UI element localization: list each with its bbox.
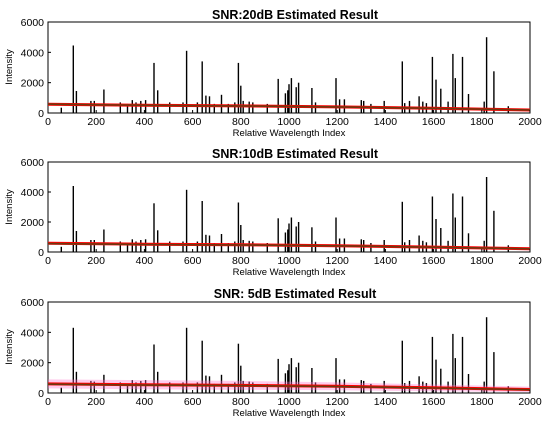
y-tick-label: 2000 (21, 358, 45, 370)
x-tick-label: 1200 (326, 396, 350, 408)
y-tick-label: 4000 (21, 327, 45, 339)
x-tick-label: 1000 (277, 116, 301, 128)
baseline-curve (47, 103, 531, 111)
chart-title: SNR:20dB Estimated Result (212, 8, 379, 22)
x-tick-label: 1400 (374, 116, 398, 128)
x-tick-label: 1600 (422, 396, 446, 408)
x-tick-label: 600 (184, 255, 202, 267)
x-tick-label: 200 (87, 255, 105, 267)
axis-ticks: 0 200 400 600 800 1000 1200 1400 1600 1800 2000 0 20… (21, 297, 542, 408)
y-tick-label: 2000 (21, 217, 45, 229)
x-tick-label: 0 (45, 396, 51, 408)
x-tick-label: 2000 (518, 116, 542, 128)
chart-title: SNR: 5dB Estimated Result (214, 287, 377, 301)
subplot-snr-10db: SNR:10dB Estimated Result 0 200 400 600 800 1… (4, 147, 542, 278)
x-tick-label: 800 (232, 396, 250, 408)
y-axis-label: Intensity (4, 189, 15, 225)
x-tick-label: 1800 (470, 396, 494, 408)
x-axis-label: Relative Wavelength Index (233, 128, 346, 139)
subplot-snr-20db: SNR:20dB Estimated Result 0 200 400 600 800 1… (4, 8, 542, 139)
x-axis-label: Relative Wavelength Index (233, 408, 346, 419)
chart-title: SNR:10dB Estimated Result (212, 147, 379, 161)
x-tick-label: 1000 (277, 255, 301, 267)
x-tick-label: 400 (136, 116, 154, 128)
x-tick-label: 1600 (422, 116, 446, 128)
y-tick-label: 0 (38, 247, 44, 259)
x-tick-label: 800 (232, 255, 250, 267)
y-tick-label: 0 (38, 108, 44, 120)
plot-marks (47, 177, 531, 252)
x-tick-label: 1200 (326, 255, 350, 267)
x-tick-label: 1200 (326, 116, 350, 128)
y-axis-label: Intensity (4, 329, 15, 365)
x-tick-label: 0 (45, 255, 51, 267)
plot-marks (47, 317, 531, 393)
x-tick-label: 1400 (374, 396, 398, 408)
x-tick-label: 600 (184, 396, 202, 408)
x-tick-label: 2000 (518, 396, 542, 408)
x-tick-label: 0 (45, 116, 51, 128)
y-tick-label: 6000 (21, 17, 45, 29)
x-tick-label: 200 (87, 116, 105, 128)
baseline-curve (47, 242, 531, 250)
baseline-curve (47, 383, 531, 391)
axis-ticks: 0 200 400 600 800 1000 1200 1400 1600 1800 2000 0 20… (21, 17, 542, 128)
y-tick-label: 6000 (21, 297, 45, 309)
x-tick-label: 1000 (277, 396, 301, 408)
x-tick-label: 2000 (518, 255, 542, 267)
subplot-snr-5db: SNR: 5dB Estimated Result 0 200 400 600 800 1… (4, 287, 542, 419)
y-tick-label: 4000 (21, 187, 45, 199)
axis-ticks: 0 200 400 600 800 1000 1200 1400 1600 1800 2000 0 20… (21, 157, 542, 267)
y-axis-label: Intensity (4, 49, 15, 85)
x-tick-label: 200 (87, 396, 105, 408)
x-tick-label: 800 (232, 116, 250, 128)
y-tick-label: 2000 (21, 78, 45, 90)
x-tick-label: 400 (136, 396, 154, 408)
plot-marks (47, 37, 531, 113)
x-tick-label: 1600 (422, 255, 446, 267)
x-axis-label: Relative Wavelength Index (233, 267, 346, 278)
y-tick-label: 6000 (21, 157, 45, 169)
x-tick-label: 1800 (470, 116, 494, 128)
x-tick-label: 400 (136, 255, 154, 267)
x-tick-label: 1400 (374, 255, 398, 267)
x-tick-label: 600 (184, 116, 202, 128)
y-tick-label: 0 (38, 388, 44, 400)
x-tick-label: 1800 (470, 255, 494, 267)
y-tick-label: 4000 (21, 47, 45, 59)
